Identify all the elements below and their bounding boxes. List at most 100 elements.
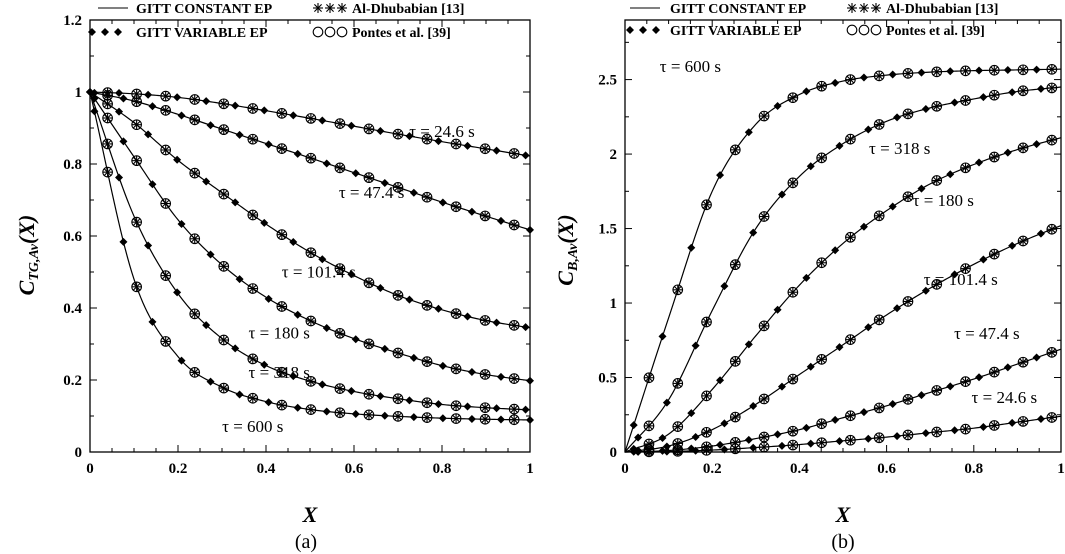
series-diamond-marker xyxy=(231,198,240,207)
series-asterisk-marker xyxy=(959,65,972,77)
series-asterisk-marker xyxy=(363,388,375,400)
series-line xyxy=(624,348,1062,453)
series-asterisk-marker xyxy=(160,197,172,210)
series-diamond-marker xyxy=(1003,363,1012,372)
tau-label: τ = 600 s xyxy=(660,57,721,76)
series-diamond-marker xyxy=(749,228,758,237)
series-diamond-marker xyxy=(231,101,240,110)
legend-diamond-marker xyxy=(652,26,660,34)
series-diamond-marker xyxy=(173,288,182,297)
series-asterisk-marker xyxy=(902,393,914,405)
series-asterisk-marker xyxy=(758,431,770,443)
series-diamond-marker xyxy=(921,105,930,114)
series-diamond-marker xyxy=(463,402,472,411)
series-asterisk-marker xyxy=(902,67,914,79)
series-diamond-marker xyxy=(744,435,753,444)
series-diamond-marker xyxy=(1008,418,1017,427)
series-diamond-marker xyxy=(521,151,530,160)
series-diamond-marker xyxy=(376,126,385,135)
series-diamond-marker xyxy=(777,382,786,391)
series-asterisk-marker xyxy=(844,434,856,446)
series-diamond-marker xyxy=(351,169,360,178)
series-asterisk-marker xyxy=(787,92,799,104)
series-diamond-marker xyxy=(409,413,418,422)
legend-asterisk-marker xyxy=(324,2,336,14)
series-asterisk-marker xyxy=(1017,415,1029,427)
series-asterisk-marker xyxy=(1017,85,1029,97)
series-diamond-marker xyxy=(1036,229,1045,238)
series-asterisk-marker xyxy=(189,93,201,106)
series-diamond-marker xyxy=(835,343,844,352)
series-diamond-marker xyxy=(322,159,331,168)
series-asterisk-marker xyxy=(672,377,684,389)
series-asterisk-marker xyxy=(421,356,433,368)
series-asterisk-marker xyxy=(1046,223,1058,235)
series-diamond-marker xyxy=(975,373,984,382)
series-asterisk-marker xyxy=(508,414,520,426)
series-diamond-marker xyxy=(888,70,897,79)
series-asterisk-marker xyxy=(450,413,462,425)
series-diamond-marker xyxy=(289,111,298,120)
series-diamond-marker xyxy=(206,377,215,386)
series-diamond-marker xyxy=(119,94,128,103)
series-asterisk-marker xyxy=(189,366,201,378)
series-diamond-marker xyxy=(463,141,472,150)
series-asterisk-marker xyxy=(189,308,201,320)
series-asterisk-marker xyxy=(816,418,828,430)
tau-label: τ = 101.4 s xyxy=(924,270,998,289)
series-asterisk-marker xyxy=(988,89,1000,101)
x-tick-label: 0 xyxy=(621,461,629,477)
series-diamond-marker xyxy=(467,368,476,377)
panel-b-caption: (b) xyxy=(831,531,854,553)
series-diamond-marker xyxy=(526,376,534,385)
y-tick-label: 1 xyxy=(610,296,618,312)
series-diamond-marker xyxy=(1008,88,1017,97)
series-diamond-marker xyxy=(1032,353,1041,362)
series-diamond-marker xyxy=(831,78,840,87)
tau-label: τ = 318 s xyxy=(869,139,930,158)
series-asterisk-marker xyxy=(758,393,770,405)
series-diamond-marker xyxy=(691,341,700,350)
series-diamond-marker xyxy=(351,409,360,418)
series-asterisk-marker xyxy=(421,397,433,409)
series-asterisk-marker xyxy=(643,420,655,432)
series-diamond-marker xyxy=(173,93,182,102)
legend-label-al-dhubabian: Al-Dhubabian [13] xyxy=(886,2,998,17)
series-asterisk-marker xyxy=(392,393,404,405)
series-diamond-marker xyxy=(434,304,443,313)
series-asterisk-marker xyxy=(160,335,172,347)
series-asterisk-marker xyxy=(334,383,346,395)
legend-circle-marker xyxy=(324,26,336,38)
series-diamond-marker xyxy=(438,361,447,370)
series-asterisk-marker xyxy=(218,188,230,200)
series-asterisk-marker xyxy=(816,257,828,269)
series-asterisk-marker xyxy=(276,143,288,155)
x-tick-label: 0.2 xyxy=(703,461,722,477)
series-asterisk-marker xyxy=(1046,411,1058,424)
series-asterisk-marker xyxy=(988,151,1000,163)
series-diamond-marker xyxy=(1032,140,1041,149)
series-diamond-marker xyxy=(463,312,472,321)
x-tick-label: 0.4 xyxy=(790,461,809,477)
series-diamond-marker xyxy=(438,414,447,423)
x-tick-label: 0.8 xyxy=(964,461,983,477)
panel-a-y-axis-label: CTG,Av(X) xyxy=(14,215,42,296)
series-diamond-marker xyxy=(773,430,782,439)
series-asterisk-marker xyxy=(931,66,943,78)
series-diamond-marker xyxy=(289,238,298,247)
legend-label-pontes: Pontes et al. [39] xyxy=(886,24,985,39)
series-asterisk-marker xyxy=(931,100,943,112)
series-asterisk-marker xyxy=(479,143,491,155)
series-asterisk-marker xyxy=(363,123,375,135)
series-diamond-marker xyxy=(946,170,955,179)
series-asterisk-marker xyxy=(758,210,770,223)
series-diamond-marker xyxy=(691,433,700,441)
series-asterisk-marker xyxy=(844,410,856,422)
series-diamond-marker xyxy=(115,173,124,182)
series-asterisk-marker xyxy=(450,363,462,375)
series-diamond-marker xyxy=(322,324,331,332)
x-tick-label: 0.4 xyxy=(257,461,276,477)
series-asterisk-marker xyxy=(189,167,201,179)
series-asterisk-marker xyxy=(421,299,433,311)
panel-a-chart: 0 0.2 0.4 0.6 0.8 1 0 0.2 0.4 0.6 0.8 1 1.2 τ = 24.6 … xyxy=(14,2,534,553)
